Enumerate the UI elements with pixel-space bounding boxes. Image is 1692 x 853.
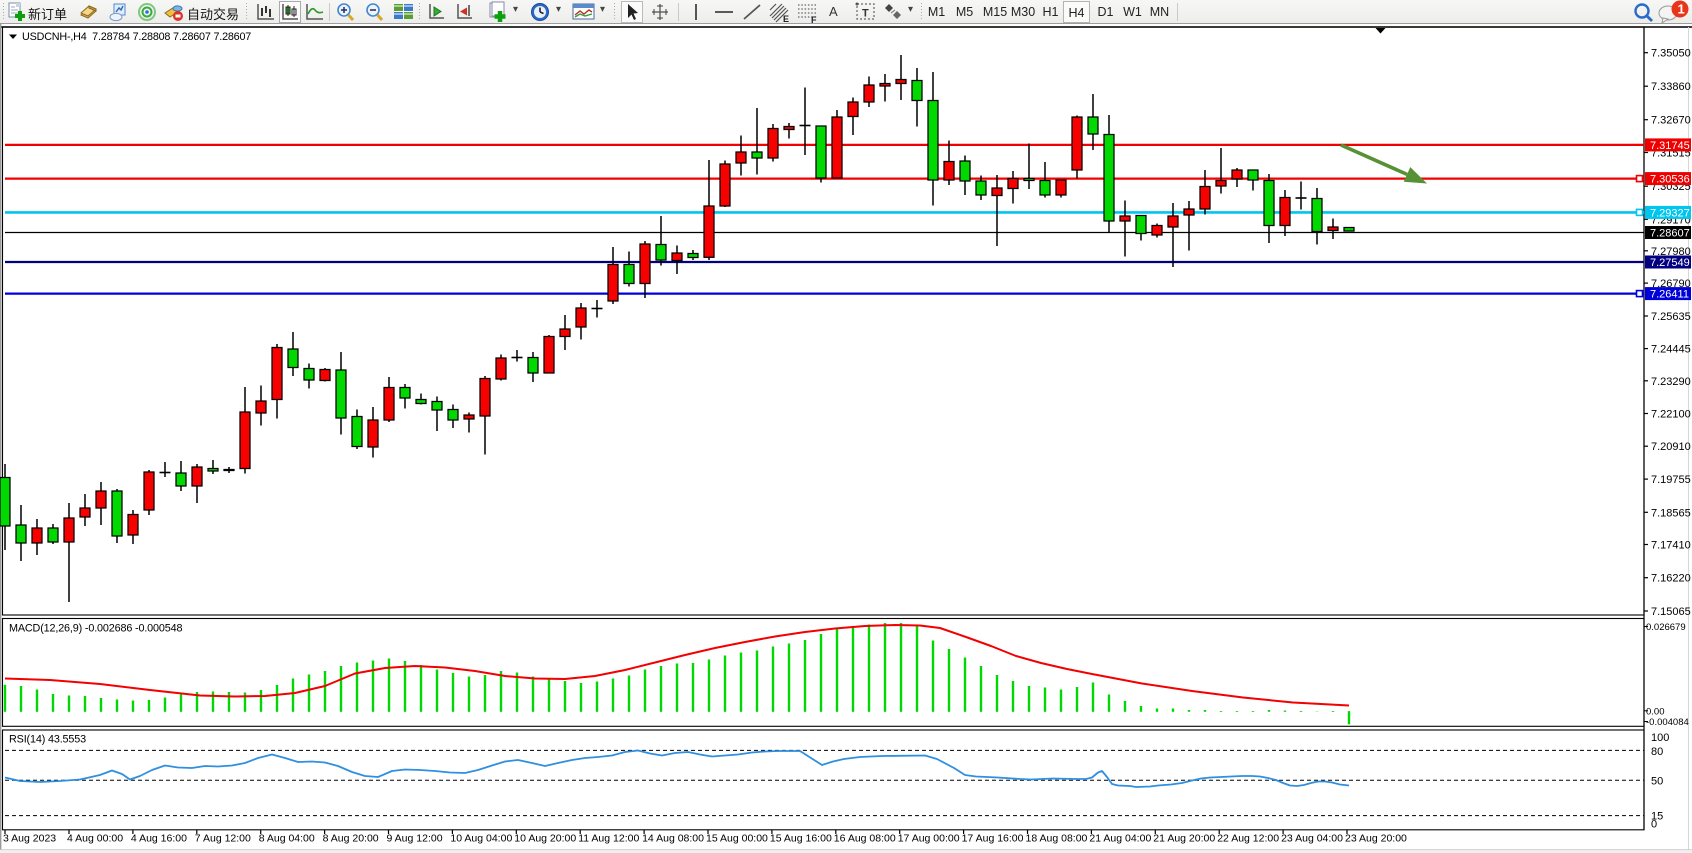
svg-text:7.23290: 7.23290 — [1651, 376, 1691, 388]
svg-text:7.22100: 7.22100 — [1651, 409, 1691, 421]
svg-text:0.00: 0.00 — [1646, 706, 1665, 717]
svg-text:F: F — [811, 15, 817, 23]
svg-text:-0.004084: -0.004084 — [1646, 717, 1689, 728]
svg-text:8 Aug 20:00: 8 Aug 20:00 — [323, 833, 379, 845]
svg-text:22 Aug 12:00: 22 Aug 12:00 — [1217, 833, 1279, 845]
svg-text:17 Aug 16:00: 17 Aug 16:00 — [962, 833, 1024, 845]
svg-text:8 Aug 04:00: 8 Aug 04:00 — [259, 833, 315, 845]
svg-text:0.026679: 0.026679 — [1646, 622, 1686, 633]
svg-text:7.32670: 7.32670 — [1651, 115, 1691, 127]
svg-text:0: 0 — [1651, 819, 1657, 831]
svg-text:7.27549: 7.27549 — [1650, 257, 1690, 269]
svg-text:4 Aug 00:00: 4 Aug 00:00 — [67, 833, 123, 845]
svg-text:21 Aug 04:00: 21 Aug 04:00 — [1089, 833, 1151, 845]
svg-text:7.17410: 7.17410 — [1651, 540, 1691, 552]
svg-text:7.31745: 7.31745 — [1650, 140, 1690, 152]
svg-text:E: E — [783, 14, 789, 23]
svg-text:23 Aug 04:00: 23 Aug 04:00 — [1281, 833, 1343, 845]
svg-text:21 Aug 20:00: 21 Aug 20:00 — [1153, 833, 1215, 845]
svg-text:11 Aug 12:00: 11 Aug 12:00 — [578, 833, 639, 845]
svg-text:7.25635: 7.25635 — [1651, 311, 1691, 323]
svg-text:7.35050: 7.35050 — [1651, 48, 1691, 60]
svg-text:14 Aug 08:00: 14 Aug 08:00 — [642, 833, 704, 845]
svg-text:23 Aug 20:00: 23 Aug 20:00 — [1345, 833, 1407, 845]
svg-text:7.19755: 7.19755 — [1651, 474, 1691, 486]
svg-text:7.24445: 7.24445 — [1651, 344, 1691, 356]
svg-text:7 Aug 12:00: 7 Aug 12:00 — [195, 833, 251, 845]
svg-text:USDCNH-,H4 7.28784 7.28808 7.: USDCNH-,H4 7.28784 7.28808 7.28607 7.286… — [22, 31, 251, 43]
svg-text:50: 50 — [1651, 775, 1663, 787]
svg-text:10 Aug 20:00: 10 Aug 20:00 — [514, 833, 576, 845]
svg-text:18 Aug 08:00: 18 Aug 08:00 — [1026, 833, 1088, 845]
svg-text:9 Aug 12:00: 9 Aug 12:00 — [387, 833, 443, 845]
svg-text:7.28607: 7.28607 — [1650, 228, 1690, 240]
svg-text:7.20910: 7.20910 — [1651, 441, 1691, 453]
svg-text:3 Aug 2023: 3 Aug 2023 — [3, 833, 56, 845]
svg-text:T: T — [862, 8, 869, 20]
svg-text:15 Aug 16:00: 15 Aug 16:00 — [770, 833, 832, 845]
svg-text:4 Aug 16:00: 4 Aug 16:00 — [131, 833, 187, 845]
svg-text:RSI(14) 43.5553: RSI(14) 43.5553 — [9, 734, 86, 746]
svg-text:7.27980: 7.27980 — [1651, 246, 1691, 258]
svg-text:7.16220: 7.16220 — [1651, 573, 1691, 585]
svg-text:100: 100 — [1651, 732, 1669, 744]
svg-text:7.29327: 7.29327 — [1650, 207, 1690, 219]
svg-text:15: 15 — [1651, 811, 1663, 823]
svg-text:7.18565: 7.18565 — [1651, 507, 1691, 519]
svg-text:10 Aug 04:00: 10 Aug 04:00 — [450, 833, 512, 845]
svg-text:7.30536: 7.30536 — [1650, 174, 1690, 186]
svg-text:7.26411: 7.26411 — [1650, 289, 1689, 301]
svg-text:80: 80 — [1651, 746, 1663, 758]
svg-text:1: 1 — [1678, 2, 1685, 17]
svg-text:7.33860: 7.33860 — [1651, 81, 1691, 93]
svg-text:16 Aug 08:00: 16 Aug 08:00 — [834, 833, 896, 845]
svg-text:7.15065: 7.15065 — [1651, 606, 1691, 618]
svg-text:MACD(12,26,9) -0.002686 -0.000: MACD(12,26,9) -0.002686 -0.000548 — [9, 623, 182, 635]
svg-text:17 Aug 00:00: 17 Aug 00:00 — [898, 833, 960, 845]
svg-text:15 Aug 00:00: 15 Aug 00:00 — [706, 833, 768, 845]
